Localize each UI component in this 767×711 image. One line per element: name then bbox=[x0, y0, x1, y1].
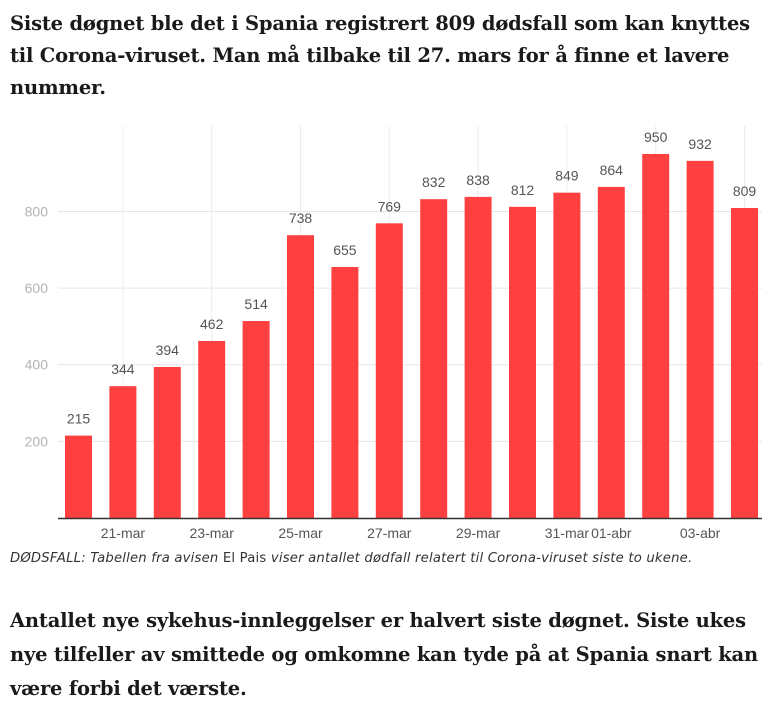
data-label: 514 bbox=[244, 296, 268, 312]
data-label: 832 bbox=[422, 174, 446, 190]
bars bbox=[65, 153, 758, 518]
bar-24-mar bbox=[242, 321, 270, 518]
data-label: 849 bbox=[555, 168, 579, 184]
y-tick-label: 200 bbox=[25, 433, 49, 449]
bar-21-mar bbox=[109, 386, 137, 518]
bar-23-mar bbox=[198, 340, 226, 518]
x-tick-label: 03-abr bbox=[680, 525, 721, 541]
bar-30-mar bbox=[509, 206, 536, 518]
x-tick-label: 29-mar bbox=[456, 525, 501, 541]
bar-22-mar bbox=[153, 367, 181, 518]
bar-26-mar bbox=[331, 267, 359, 518]
data-labels: 215 344 394 462 514 738 655 769 832 838 812 849 864 9… bbox=[67, 129, 757, 427]
chart-caption: DØDSFALL: Tabellen fra avisen El Pais vi… bbox=[10, 551, 762, 566]
bar-29-mar bbox=[464, 196, 492, 518]
bar-31-mar bbox=[553, 192, 581, 518]
data-label: 394 bbox=[156, 342, 180, 358]
bar-02-abr bbox=[642, 153, 670, 518]
data-label: 864 bbox=[600, 162, 624, 178]
data-label: 950 bbox=[644, 129, 668, 145]
data-label: 462 bbox=[200, 316, 224, 332]
data-label: 838 bbox=[466, 172, 490, 188]
bar-27-mar bbox=[375, 223, 403, 518]
data-label: 809 bbox=[733, 183, 757, 199]
data-label: 738 bbox=[289, 210, 313, 226]
caption-prefix: DØDSFALL: Tabellen fra avisen bbox=[10, 551, 223, 566]
x-tick-label: 23-mar bbox=[190, 525, 235, 541]
data-label: 932 bbox=[688, 136, 712, 152]
y-tick-label: 600 bbox=[25, 280, 49, 296]
bar-28-mar bbox=[420, 199, 448, 518]
data-label: 215 bbox=[67, 411, 91, 427]
x-tick-label: 25-mar bbox=[278, 525, 323, 541]
data-label: 812 bbox=[511, 182, 535, 198]
x-tick-label: 31-mar bbox=[545, 525, 590, 541]
bar-chart: 200 400 600 800 215 344 394 462 514 738 655 769 832… bbox=[25, 126, 762, 541]
bar-20-mar bbox=[65, 435, 92, 518]
intro-paragraph: Siste døgnet ble det i Spania registrert… bbox=[10, 12, 750, 99]
y-axis-ticks: 200 400 600 800 bbox=[25, 203, 49, 449]
caption-suffix: viser antallet dødfall relatert til Coro… bbox=[266, 551, 693, 566]
x-tick-label: 01-abr bbox=[591, 525, 632, 541]
data-label: 655 bbox=[333, 242, 357, 258]
outro-paragraph: Antallet nye sykehus-innleggelser er hal… bbox=[10, 609, 758, 700]
y-tick-label: 800 bbox=[25, 203, 49, 219]
caption-source: El Pais bbox=[222, 551, 267, 566]
y-tick-label: 400 bbox=[25, 357, 49, 373]
bar-25-mar bbox=[287, 235, 314, 518]
x-tick-label: 27-mar bbox=[367, 525, 412, 541]
data-label: 344 bbox=[111, 361, 135, 377]
bar-04-abr bbox=[731, 207, 758, 518]
x-tick-label: 21-mar bbox=[101, 525, 146, 541]
x-axis-ticks: 21-mar 23-mar 25-mar 27-mar 29-mar 31-mar 01-a… bbox=[101, 525, 721, 541]
bar-01-abr bbox=[597, 186, 625, 518]
bar-03-abr bbox=[686, 160, 714, 518]
data-label: 769 bbox=[378, 198, 402, 214]
